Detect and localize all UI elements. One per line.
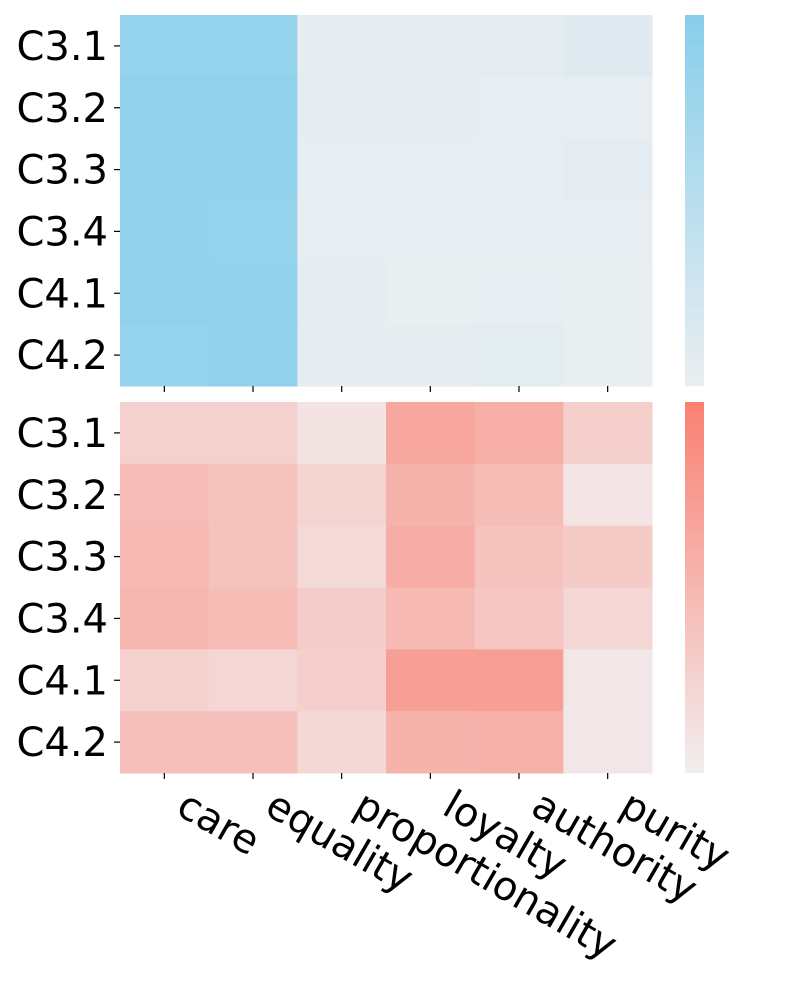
heatmap-cell	[563, 138, 653, 201]
heatmap-cell	[474, 76, 564, 140]
colorbar	[685, 402, 704, 773]
y-tick-label: C3.2	[16, 86, 108, 132]
heatmap-cell	[297, 525, 387, 588]
y-tick-label: C3.3	[16, 535, 108, 581]
heatmap-cell	[120, 138, 210, 201]
heatmap-cell	[474, 649, 564, 712]
heatmap-cell	[474, 463, 564, 527]
heatmap-cell	[563, 324, 653, 387]
heatmap-cell	[386, 138, 476, 201]
colorbar	[685, 15, 704, 386]
heatmap-cell	[474, 15, 564, 78]
heatmap-cell	[208, 711, 298, 774]
heatmap-cell	[297, 15, 387, 78]
heatmap-cell	[563, 463, 653, 527]
heatmap-cell	[297, 262, 387, 325]
heatmap-cell	[386, 463, 476, 527]
heatmap-cell	[563, 15, 653, 78]
heatmap-cell	[563, 76, 653, 140]
heatmap-cell	[120, 649, 210, 712]
heatmap-cell	[563, 649, 653, 712]
heatmap-cell	[120, 587, 210, 650]
heatmap-cell	[208, 138, 298, 201]
y-tick-label: C3.1	[16, 24, 108, 70]
heatmap-cell	[297, 324, 387, 387]
heatmap-cell	[208, 649, 298, 712]
heatmap-cell	[386, 711, 476, 774]
heatmap-cell	[474, 324, 564, 387]
heatmap-cell	[120, 15, 210, 78]
heatmap-cell	[120, 262, 210, 325]
heatmap-cell	[120, 324, 210, 387]
top-heatmap: C3.1 C3.2 C3.3 C3.4 C4.1 C4.2	[16, 15, 704, 392]
heatmap-cell	[297, 711, 387, 774]
heatmap-cell	[386, 262, 476, 325]
y-tick-label: C3.4	[16, 209, 108, 255]
heatmap-cell	[297, 463, 387, 527]
heatmap-cell	[386, 200, 476, 263]
y-tick-label: C3.2	[16, 473, 108, 519]
heatmap-cell	[120, 402, 210, 465]
heatmap-cell	[297, 200, 387, 263]
heatmap-cell	[386, 649, 476, 712]
y-tick-label: C4.1	[16, 658, 108, 704]
heatmap-cell	[474, 138, 564, 201]
heatmap-cell	[120, 200, 210, 263]
heatmap-cell	[563, 262, 653, 325]
heatmap-cell	[386, 76, 476, 140]
heatmap-cell	[563, 711, 653, 774]
heatmap-cell	[386, 324, 476, 387]
heatmap-cell	[563, 525, 653, 588]
y-tick-label: C3.4	[16, 596, 108, 642]
heatmap-cell	[474, 402, 564, 465]
heatmap-cell	[297, 649, 387, 712]
heatmap-cell	[208, 324, 298, 387]
y-tick-label: C4.1	[16, 271, 108, 317]
heatmap-cell	[474, 711, 564, 774]
heatmap-cell	[297, 76, 387, 140]
heatmap-cell	[208, 463, 298, 527]
heatmap-cell	[563, 402, 653, 465]
heatmap-cell	[297, 138, 387, 201]
heatmap-cell	[208, 402, 298, 465]
x-tick-label: care	[169, 782, 267, 865]
heatmap-cell	[208, 200, 298, 263]
heatmap-cell	[474, 262, 564, 325]
heatmap-cell	[474, 587, 564, 650]
heatmap-cell	[386, 525, 476, 588]
heatmap-cell	[474, 200, 564, 263]
heatmap-cell	[297, 402, 387, 465]
heatmap-cell	[208, 525, 298, 588]
y-tick-label: C3.1	[16, 411, 108, 457]
heatmap-cell	[120, 463, 210, 527]
heatmap-cell	[208, 262, 298, 325]
bottom-heatmap: C3.1C3.2C3.3C3.4C4.1C4.2careequalityprop…	[16, 402, 738, 969]
heatmap-cell	[563, 587, 653, 650]
heatmap-cell	[474, 525, 564, 588]
y-tick-label: C3.3	[16, 148, 108, 194]
heatmap-cell	[120, 76, 210, 140]
heatmap-cell	[386, 15, 476, 78]
heatmap-cell	[208, 15, 298, 78]
heatmap-cell	[208, 587, 298, 650]
heatmap-cell	[297, 587, 387, 650]
y-tick-label: C4.2	[16, 720, 108, 766]
heatmap-cell	[563, 200, 653, 263]
heatmap-cell	[386, 402, 476, 465]
y-tick-label: C4.2	[16, 333, 108, 379]
heatmap-cell	[208, 76, 298, 140]
heatmap-cell	[120, 525, 210, 588]
heatmap-cell	[386, 587, 476, 650]
heatmap-cell	[120, 711, 210, 774]
